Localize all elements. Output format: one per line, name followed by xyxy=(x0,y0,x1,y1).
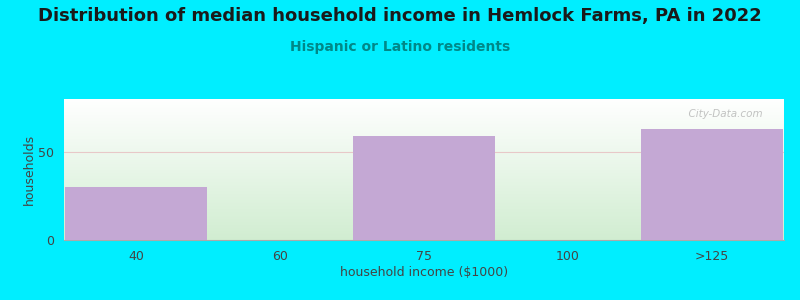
Text: Distribution of median household income in Hemlock Farms, PA in 2022: Distribution of median household income … xyxy=(38,8,762,26)
Bar xyxy=(354,136,494,240)
X-axis label: household income ($1000): household income ($1000) xyxy=(340,266,508,278)
Text: Hispanic or Latino residents: Hispanic or Latino residents xyxy=(290,40,510,55)
Y-axis label: households: households xyxy=(22,134,35,205)
Text: City-Data.com: City-Data.com xyxy=(682,109,762,119)
Bar xyxy=(66,187,206,240)
Bar xyxy=(642,129,782,240)
